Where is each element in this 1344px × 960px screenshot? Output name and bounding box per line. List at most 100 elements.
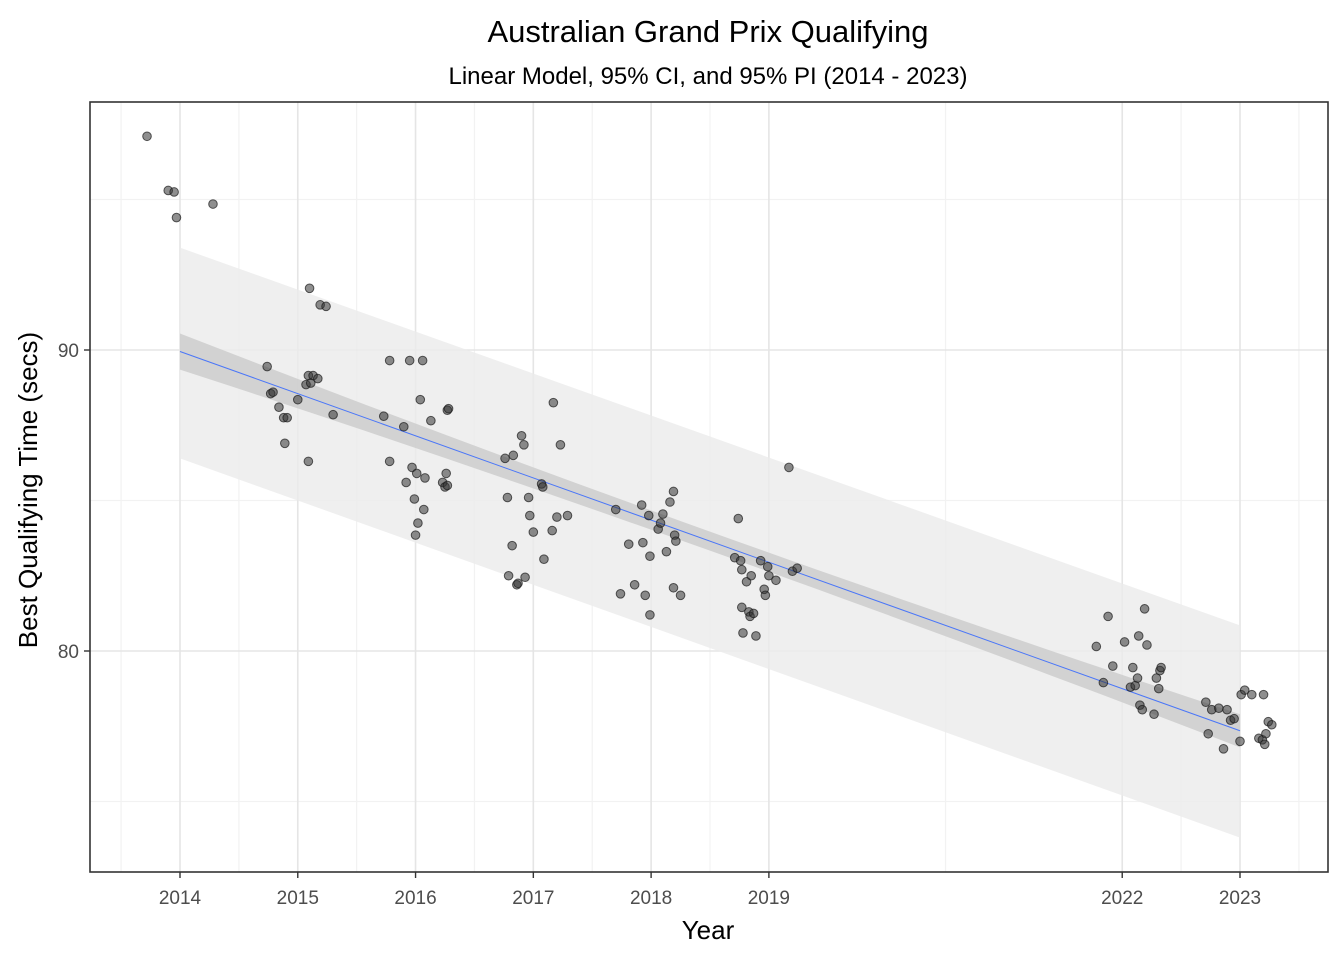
x-tick-label: 2018: [630, 888, 672, 909]
data-point: [521, 573, 530, 582]
data-point: [624, 540, 633, 549]
x-axis-title: Year: [682, 915, 735, 945]
data-point: [143, 132, 152, 141]
chart-title: Australian Grand Prix Qualifying: [487, 14, 928, 49]
data-point: [747, 571, 756, 580]
data-point: [1092, 642, 1101, 651]
data-point: [504, 571, 513, 580]
data-point: [410, 495, 419, 504]
data-point: [1259, 690, 1268, 699]
data-point: [412, 469, 421, 478]
data-point: [1120, 638, 1129, 647]
data-point: [1202, 698, 1211, 707]
data-point: [526, 511, 535, 520]
x-tick-label: 2023: [1219, 888, 1261, 909]
data-point: [785, 463, 794, 472]
data-point: [293, 395, 302, 404]
data-point: [548, 526, 557, 535]
data-point: [1219, 745, 1228, 754]
data-point: [1268, 720, 1277, 729]
data-point: [529, 528, 538, 537]
data-point: [269, 388, 278, 397]
data-point: [517, 431, 526, 440]
data-point: [444, 404, 453, 413]
data-point: [314, 374, 323, 383]
data-point: [672, 537, 681, 546]
data-point: [170, 188, 179, 197]
data-point: [263, 362, 272, 371]
data-point: [304, 457, 313, 466]
data-point: [1143, 641, 1152, 650]
data-point: [646, 611, 655, 620]
data-point: [385, 356, 394, 365]
data-point: [402, 478, 411, 487]
data-point: [1099, 678, 1108, 687]
data-point: [736, 556, 745, 565]
data-point: [611, 505, 620, 514]
data-point: [322, 302, 331, 311]
data-point: [283, 413, 292, 422]
data-point: [509, 451, 518, 460]
data-point: [1140, 605, 1149, 614]
data-point: [553, 513, 562, 522]
data-point: [1134, 632, 1143, 641]
data-point: [520, 441, 529, 450]
data-point: [414, 519, 423, 528]
y-tick-label: 80: [58, 642, 79, 663]
data-point: [756, 556, 765, 565]
data-point: [1157, 663, 1166, 672]
data-point: [418, 356, 427, 365]
data-point: [662, 547, 671, 556]
data-point: [1109, 662, 1118, 671]
data-point: [637, 501, 646, 510]
chart-subtitle: Linear Model, 95% CI, and 95% PI (2014 -…: [449, 63, 968, 90]
data-point: [669, 487, 678, 496]
data-point: [656, 519, 665, 528]
x-tick-label: 2019: [748, 888, 790, 909]
data-point: [793, 564, 802, 573]
data-point: [1133, 674, 1142, 683]
data-point: [549, 398, 558, 407]
x-tick-label: 2017: [512, 888, 554, 909]
data-point: [1247, 690, 1256, 699]
data-point: [739, 629, 748, 638]
data-point: [427, 416, 436, 425]
data-point: [416, 395, 425, 404]
data-point: [379, 412, 388, 421]
data-point: [443, 481, 452, 490]
data-point: [1150, 710, 1159, 719]
data-point: [172, 213, 181, 222]
data-point: [399, 422, 408, 431]
data-point: [1204, 729, 1213, 738]
x-tick-label: 2014: [159, 888, 202, 909]
data-point: [1223, 705, 1232, 714]
data-point: [281, 439, 290, 448]
data-point: [616, 590, 625, 599]
data-point: [411, 531, 420, 540]
data-point: [305, 284, 314, 293]
data-point: [1215, 704, 1224, 713]
data-point: [763, 562, 772, 571]
data-point: [1104, 612, 1113, 621]
data-point: [1236, 737, 1245, 746]
data-point: [524, 493, 533, 502]
data-point: [669, 583, 678, 592]
data-point: [405, 356, 414, 365]
data-point: [329, 410, 338, 419]
data-point: [421, 474, 430, 483]
x-tick-label: 2015: [277, 888, 319, 909]
data-point: [501, 454, 510, 463]
data-point: [442, 469, 451, 478]
data-point: [1154, 684, 1163, 693]
y-axis-title: Best Qualifying Time (secs): [13, 332, 43, 648]
y-tick-label: 90: [58, 341, 79, 362]
data-point: [646, 552, 655, 561]
data-point: [1262, 729, 1271, 738]
data-point: [630, 580, 639, 589]
data-point: [1230, 714, 1239, 723]
data-point: [420, 505, 429, 514]
data-point: [514, 579, 523, 588]
data-point: [644, 511, 653, 520]
x-tick-label: 2016: [394, 888, 436, 909]
